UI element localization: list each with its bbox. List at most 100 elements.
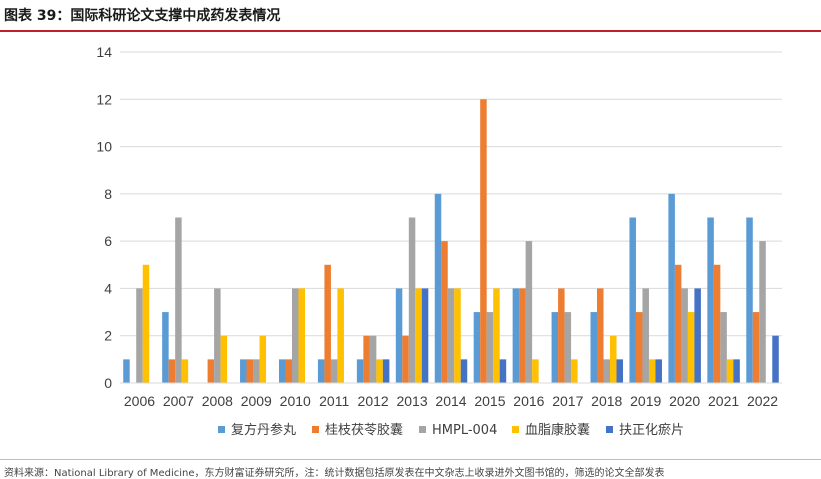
y-tick-label: 10 — [96, 139, 112, 155]
x-tick-label: 2011 — [319, 393, 349, 409]
y-tick-label: 6 — [104, 233, 112, 249]
bar — [746, 217, 753, 383]
bar — [687, 312, 695, 383]
x-tick-label: 2007 — [163, 393, 194, 409]
bar — [220, 335, 228, 383]
y-tick-label: 4 — [104, 280, 112, 296]
figure-title: 图表 39：国际科研论文支撑中成药发表情况 — [4, 8, 281, 24]
gridlines — [120, 51, 782, 337]
bar — [564, 312, 572, 383]
y-tick-label: 2 — [104, 328, 112, 344]
x-tick-label: 2017 — [552, 393, 583, 409]
bar — [616, 359, 624, 383]
x-tick-label: 2015 — [474, 393, 505, 409]
bar — [610, 335, 617, 383]
bar — [278, 359, 286, 383]
x-tick-label: 2010 — [280, 393, 311, 409]
bar — [642, 288, 649, 383]
bar — [532, 359, 539, 383]
bar — [123, 359, 130, 383]
bar — [207, 359, 215, 383]
legend-swatch — [419, 426, 426, 433]
bar — [402, 335, 409, 383]
legend-swatch — [312, 426, 319, 433]
bar — [356, 359, 364, 383]
bar — [713, 264, 721, 383]
axes: 0 2 4 6 8 10 12 14 2006 2007 2008 2009 2010 2011 2012 2… — [96, 44, 782, 409]
bar — [291, 288, 299, 383]
bar — [558, 288, 565, 383]
source-note: 资料来源：National Library of Medicine，东方财富证券… — [4, 468, 665, 479]
bar — [253, 359, 260, 383]
x-tick-label: 2021 — [708, 393, 739, 409]
bar — [772, 335, 779, 383]
bar — [499, 359, 507, 383]
bar — [460, 359, 468, 383]
bar-chart: 0 2 4 6 8 10 12 14 2006 2007 2008 2009 2010 2011 2012 2… — [96, 44, 782, 438]
bar — [415, 288, 422, 383]
bar — [674, 264, 682, 383]
y-tick-label: 14 — [96, 44, 112, 60]
bar — [493, 288, 500, 383]
legend-label: HMPL-004 — [432, 423, 497, 438]
bar — [480, 99, 487, 383]
x-tick-label: 2019 — [630, 393, 661, 409]
bar — [668, 193, 675, 383]
x-tick-label: 2018 — [591, 393, 622, 409]
bar — [752, 312, 760, 383]
bar — [486, 312, 494, 383]
bar — [525, 241, 533, 383]
bar — [408, 217, 416, 383]
y-tick-label: 8 — [104, 186, 112, 202]
x-tick-label: 2022 — [747, 393, 778, 409]
x-tick-label: 2006 — [124, 393, 155, 409]
y-tick-label: 12 — [96, 91, 112, 107]
bar — [330, 359, 338, 383]
bar — [597, 288, 604, 383]
figure-footer: 资料来源：National Library of Medicine，东方财富证券… — [0, 459, 821, 479]
bar — [240, 359, 247, 383]
bars — [123, 99, 779, 383]
bar — [259, 335, 267, 383]
bar — [181, 359, 189, 383]
bar — [376, 359, 383, 383]
bar — [726, 359, 734, 383]
bar — [733, 359, 740, 383]
bar — [337, 288, 344, 383]
bar — [655, 359, 662, 383]
bar — [759, 241, 766, 383]
bar — [512, 288, 520, 383]
bar — [363, 335, 370, 383]
legend-label: 扶正化瘀片 — [619, 422, 684, 438]
bar — [142, 264, 150, 383]
figure-header: 图表 39：国际科研论文支撑中成药发表情况 — [0, 0, 821, 32]
bar — [434, 193, 442, 383]
legend-label: 血脂康胶囊 — [525, 422, 590, 438]
x-tick-label: 2014 — [435, 393, 466, 409]
bar — [519, 288, 526, 383]
bar — [551, 312, 559, 383]
bar — [214, 288, 221, 383]
legend: 复方丹参丸 桂枝茯苓胶囊 HMPL-004 血脂康胶囊 扶正化瘀片 — [218, 422, 684, 438]
bar — [447, 288, 455, 383]
bar — [473, 312, 481, 383]
bar — [285, 359, 292, 383]
bar — [382, 359, 390, 383]
bar — [571, 359, 578, 383]
bar — [454, 288, 461, 383]
bar — [648, 359, 656, 383]
x-tick-label: 2012 — [358, 393, 389, 409]
y-tick-label: 0 — [104, 375, 112, 391]
legend-swatch — [606, 426, 613, 433]
bar — [175, 217, 182, 383]
legend-label: 桂枝茯苓胶囊 — [325, 422, 403, 438]
x-tick-label: 2020 — [669, 393, 700, 409]
legend-swatch — [218, 426, 225, 433]
x-tick-label: 2016 — [513, 393, 544, 409]
bar — [324, 264, 331, 383]
bar — [317, 359, 325, 383]
bar — [694, 288, 701, 383]
bar — [421, 288, 429, 383]
legend-label: 复方丹参丸 — [231, 422, 296, 438]
x-tick-label: 2008 — [202, 393, 233, 409]
